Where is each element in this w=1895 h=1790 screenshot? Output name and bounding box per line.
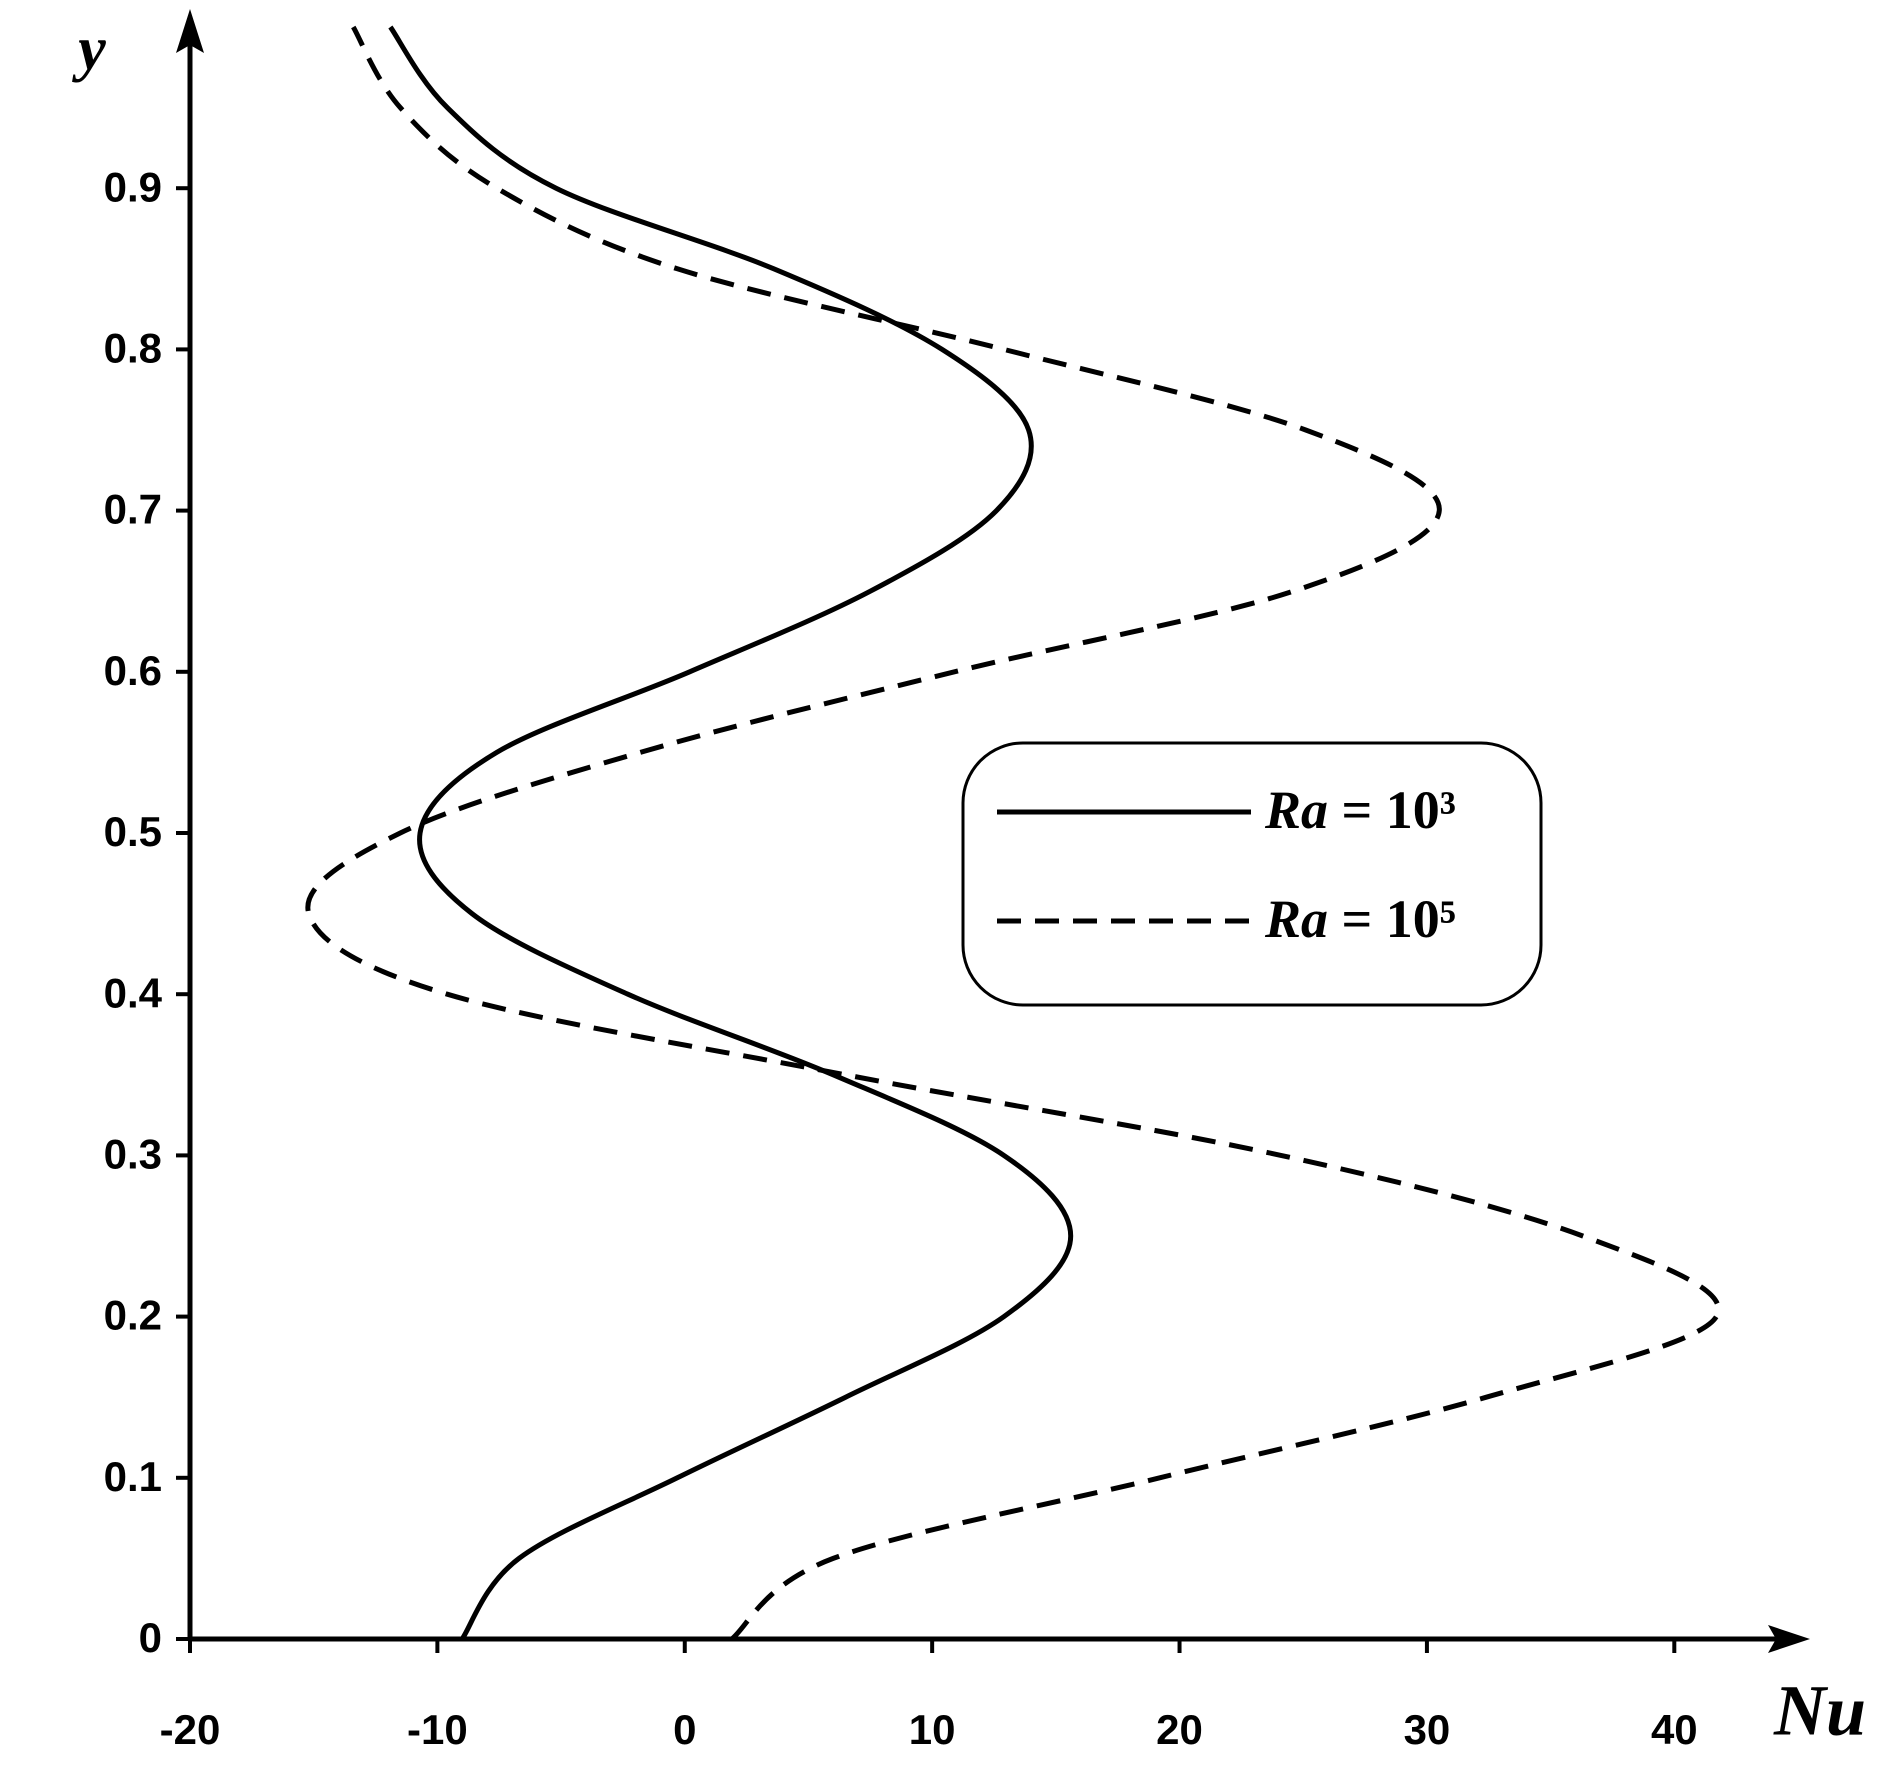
legend-label: Ra = 10³ bbox=[1264, 780, 1456, 840]
x-tick-label: 40 bbox=[1651, 1706, 1698, 1753]
y-axis-label: y bbox=[71, 15, 106, 83]
legend-box bbox=[961, 741, 1543, 1007]
x-tick-label: -10 bbox=[407, 1706, 468, 1753]
y-tick-label: 0.4 bbox=[104, 969, 163, 1016]
x-axis-label: Nu bbox=[1773, 1671, 1866, 1751]
x-tick-label: 20 bbox=[1156, 1706, 1203, 1753]
y-tick-label: 0.1 bbox=[104, 1453, 162, 1500]
data-line bbox=[388, 25, 1074, 1641]
x-tick-label: 10 bbox=[909, 1706, 956, 1753]
y-tick-label: 0.2 bbox=[104, 1292, 162, 1339]
y-tick-label: 0.5 bbox=[104, 808, 162, 855]
legend-label-italic: Ra bbox=[1264, 889, 1328, 949]
legend-label-rest: = 10⁵ bbox=[1328, 889, 1456, 949]
x-tick-label: 30 bbox=[1404, 1706, 1451, 1753]
x-tick-label: -20 bbox=[160, 1706, 221, 1753]
x-axis-arrow bbox=[1768, 1625, 1810, 1653]
y-tick-label: 0.3 bbox=[104, 1130, 162, 1177]
legend-label-italic: Ra bbox=[1264, 780, 1328, 840]
y-tick-label: 0.6 bbox=[104, 647, 162, 694]
y-tick-label: 0.8 bbox=[104, 324, 162, 371]
y-axis-arrow bbox=[176, 9, 204, 53]
x-tick-label: 0 bbox=[673, 1706, 696, 1753]
legend-label: Ra = 10⁵ bbox=[1264, 889, 1456, 949]
y-tick-label: 0.9 bbox=[104, 163, 162, 210]
y-tick-label: 0.7 bbox=[104, 486, 162, 533]
y-tick-label: 0 bbox=[139, 1614, 162, 1661]
legend-label-rest: = 10³ bbox=[1328, 780, 1456, 840]
